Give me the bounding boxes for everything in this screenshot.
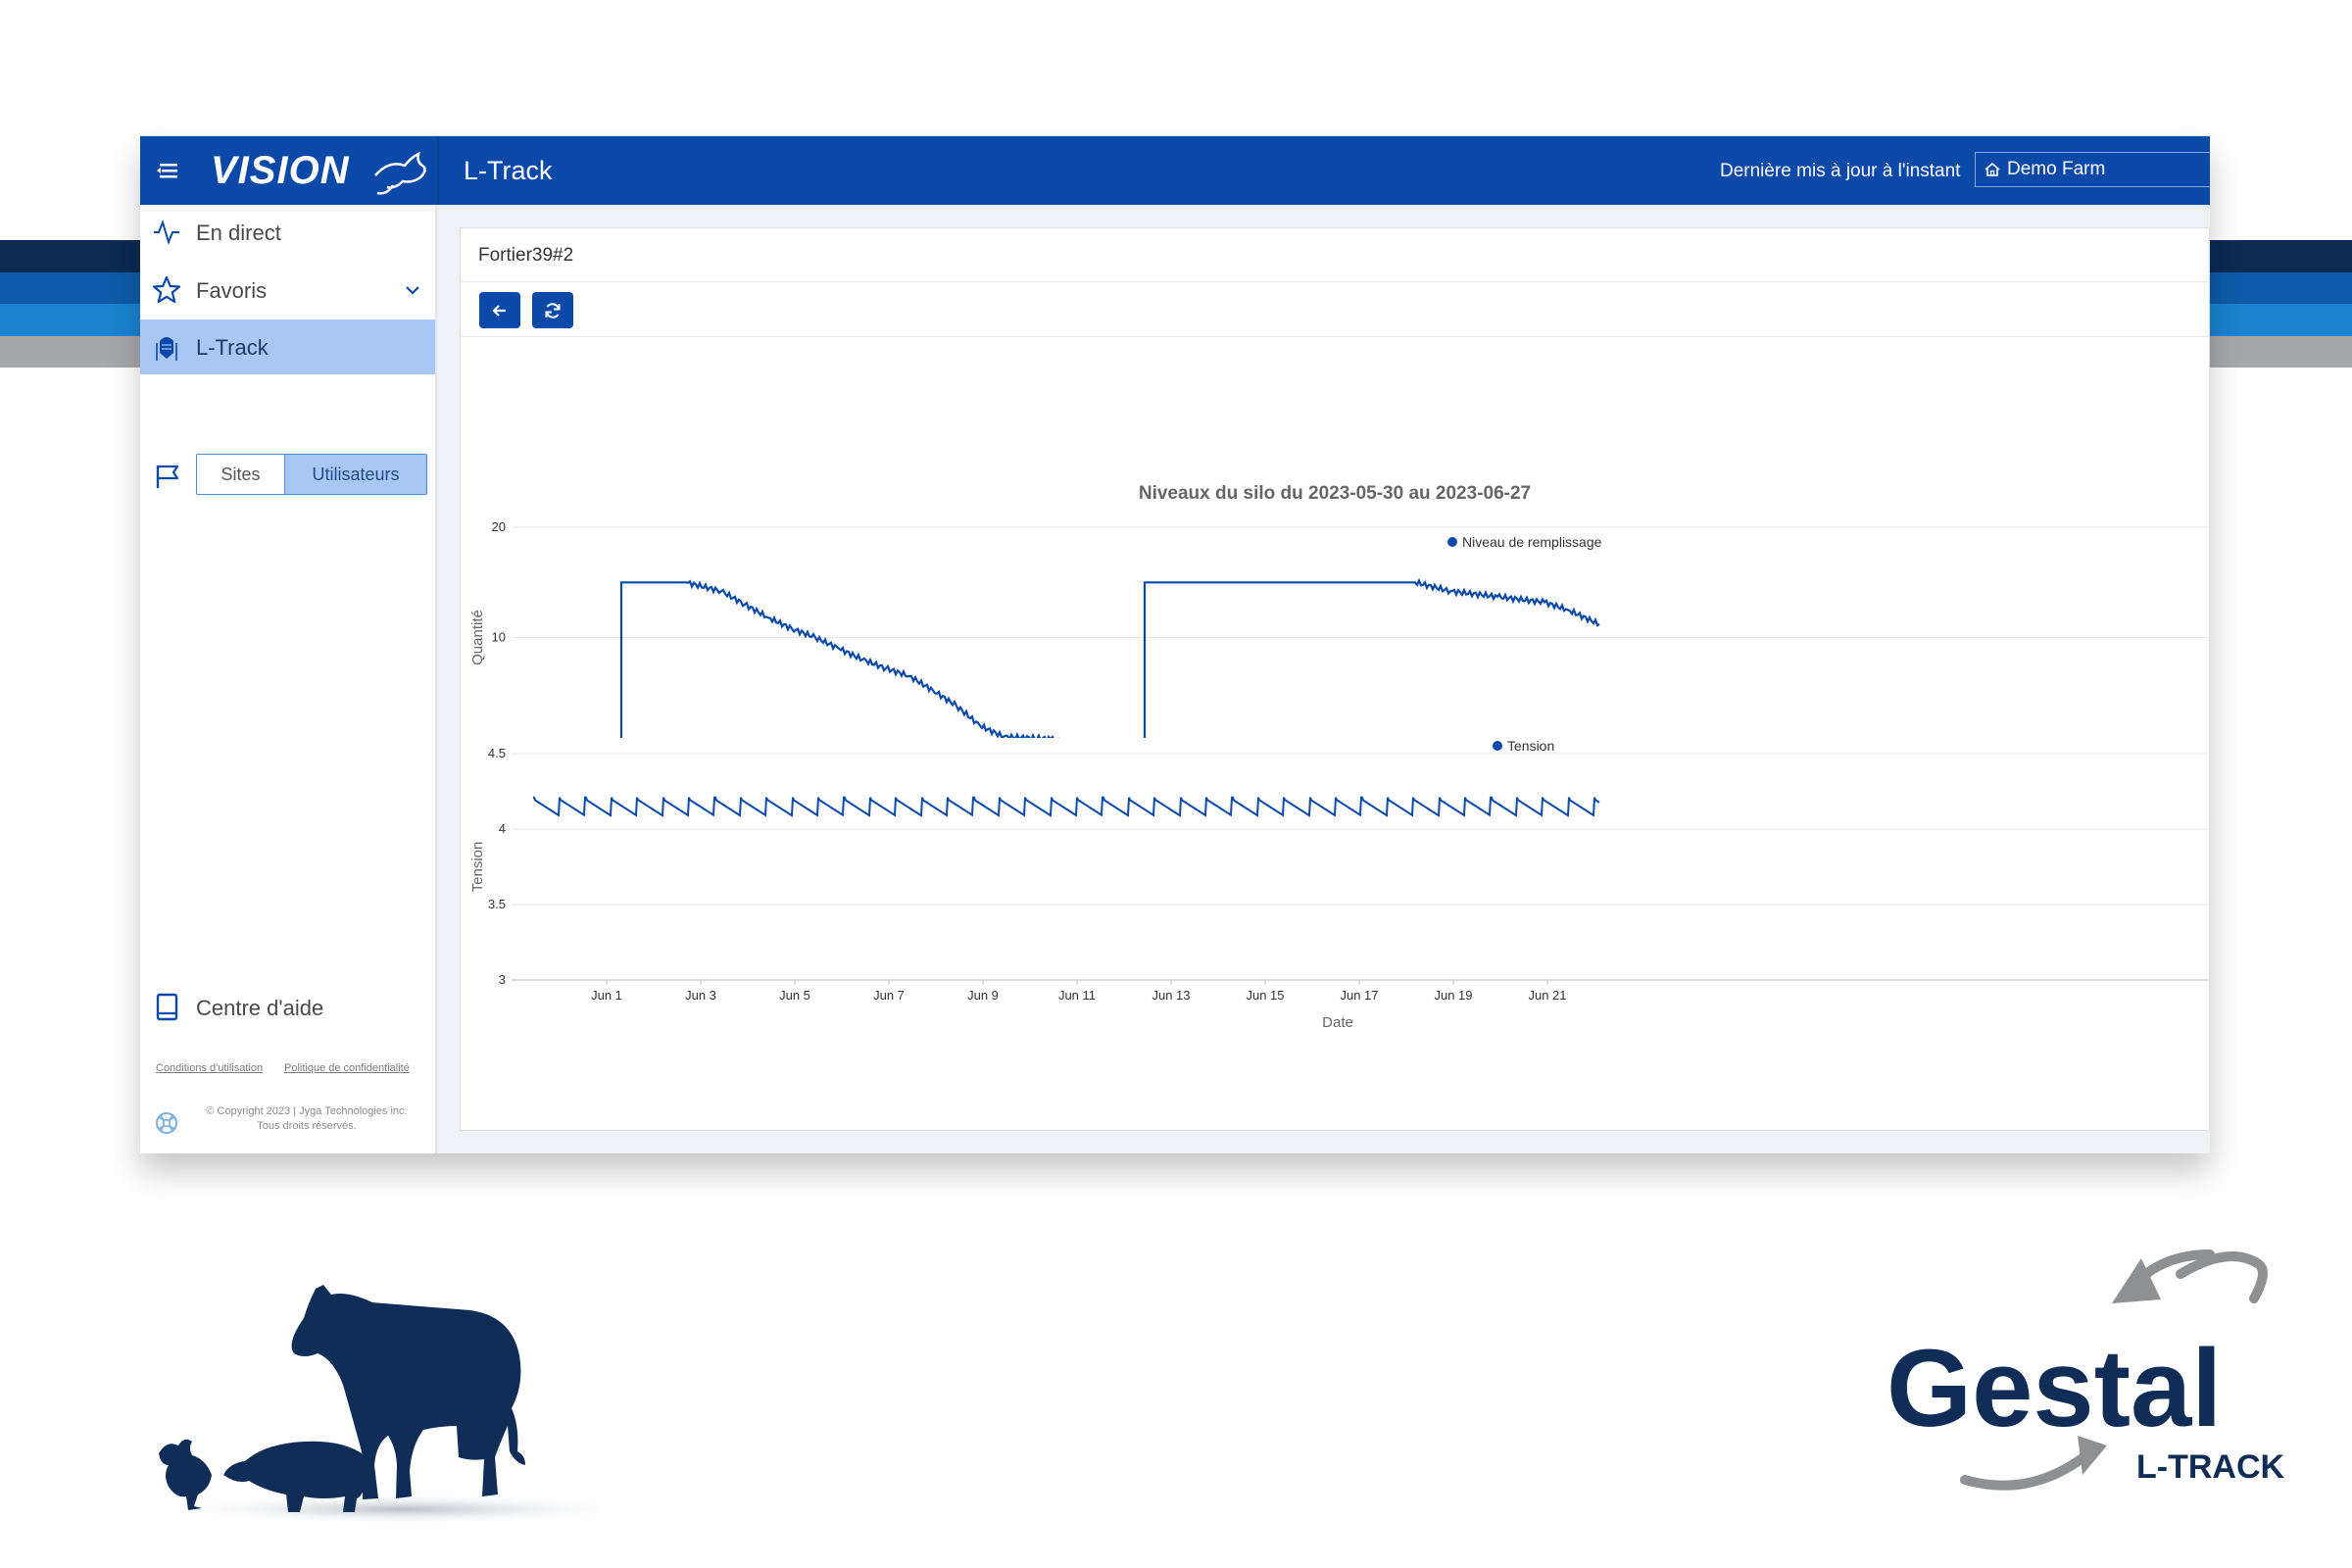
jyga-logo-icon	[156, 1112, 177, 1134]
brand-product-name: Gestal	[1886, 1327, 2222, 1449]
device-title: Fortier39#2	[478, 245, 574, 266]
y-tick-label: 3.5	[488, 897, 506, 911]
star-icon	[152, 275, 181, 304]
farm-selector-value: Demo Farm	[2007, 159, 2106, 179]
help-center-link[interactable]: Centre d'aide	[140, 985, 435, 1030]
refresh-icon	[545, 302, 561, 318]
y-tick-label: 4.5	[488, 746, 506, 760]
x-tick-label: Jun 15	[1246, 988, 1284, 1003]
battery-voltage-chart: Tension de la batterie du 2023-05-30 au …	[469, 738, 2209, 1031]
flag-icon	[156, 465, 179, 488]
menu-toggle-button[interactable]	[152, 154, 185, 187]
farm-animals-illustration	[157, 1285, 647, 1525]
x-tick-label: Jun 3	[685, 988, 716, 1003]
silo-icon	[156, 337, 177, 361]
sidebar-item-label: L-Track	[196, 335, 269, 360]
x-tick-label: Jun 19	[1434, 988, 1472, 1003]
legend-marker	[1447, 537, 1457, 547]
y-tick-label: 20	[492, 519, 506, 534]
sidebar-item-label: En direct	[196, 220, 281, 245]
series-line-tension	[533, 796, 1600, 817]
legend-marker	[1493, 741, 1502, 751]
y-tick-label: 3	[499, 972, 506, 987]
y-tick-label: 4	[499, 821, 506, 836]
terms-link[interactable]: Conditions d'utilisation	[156, 1062, 264, 1074]
brand-subproduct-name: L-TRACK	[2136, 1448, 2285, 1486]
x-tick-label: Jun 21	[1528, 988, 1566, 1003]
toggle-sites[interactable]: Sites	[197, 455, 285, 494]
legend-label: Niveau de remplissage	[1462, 534, 1602, 550]
page-title: L-Track	[464, 156, 553, 185]
x-tick-label: Jun 1	[591, 988, 622, 1003]
card-divider	[461, 336, 2209, 337]
card-divider	[461, 281, 2209, 282]
y-tick-label: 10	[492, 630, 506, 645]
sidebar-item-en-direct[interactable]: En direct	[140, 205, 435, 260]
sidebar-item-l-track[interactable]: L-Track	[140, 319, 435, 374]
last-update-status: Dernière mis à jour à l'instant	[1720, 161, 1961, 181]
chevron-down-icon	[406, 286, 419, 295]
x-tick-label: Jun 9	[967, 988, 999, 1003]
hamburger-menu-icon	[157, 164, 177, 178]
chart-title: Niveaux du silo du 2023-05-30 au 2023-06…	[1139, 483, 1531, 504]
silo-level-chart: Niveaux du silo du 2023-05-30 au 2023-06…	[469, 483, 2209, 738]
sidebar: En direct Favoris L-Track	[140, 205, 437, 1153]
sidebar-item-favoris[interactable]: Favoris	[140, 263, 435, 318]
arrow-left-icon	[492, 304, 506, 317]
rights-line: Tous droits réservés.	[257, 1120, 357, 1132]
toggle-users[interactable]: Utilisateurs	[285, 455, 426, 494]
top-bar-divider	[437, 136, 439, 205]
x-tick-label: Jun 11	[1058, 988, 1096, 1003]
series-line-niveau-de-remplissage	[619, 577, 1600, 738]
sites-users-toggle: Sites Utilisateurs	[196, 454, 427, 495]
x-tick-label: Jun 5	[779, 988, 810, 1003]
top-bar: VISION L-Track Dernière mis à jour à l'i…	[140, 136, 2210, 205]
device-card: Fortier39#2 Niveaux du silo du 2023-05-3…	[460, 227, 2210, 1131]
x-axis-title: Date	[1322, 1014, 1353, 1031]
home-icon	[1984, 162, 2000, 176]
vision-logo: VISION	[211, 149, 426, 195]
copyright-line: © Copyright 2023 | Jyga Technologies inc…	[206, 1105, 408, 1117]
back-button[interactable]	[479, 292, 520, 328]
app-window: VISION L-Track Dernière mis à jour à l'i…	[140, 136, 2210, 1153]
sidebar-item-label: Favoris	[196, 278, 268, 303]
x-tick-label: Jun 7	[873, 988, 905, 1003]
farm-selector[interactable]: Demo Farm	[1975, 152, 2210, 187]
gestal-l-track-logo: Gestal L-TRACK	[1886, 1250, 2285, 1491]
live-pulse-icon	[154, 219, 179, 246]
privacy-link[interactable]: Politique de confidentialité	[284, 1062, 410, 1074]
refresh-button[interactable]	[532, 292, 573, 328]
book-icon	[156, 993, 178, 1021]
svg-text:VISION: VISION	[211, 149, 350, 192]
y-axis-title: Tension	[469, 842, 486, 893]
help-center-label: Centre d'aide	[196, 996, 324, 1020]
x-tick-label: Jun 17	[1340, 988, 1378, 1003]
legend-label: Tension	[1507, 738, 1554, 754]
y-axis-title: Quantité	[469, 610, 486, 665]
copyright-text: © Copyright 2023 | Jyga Technologies inc…	[199, 1104, 415, 1134]
x-tick-label: Jun 13	[1152, 988, 1190, 1003]
